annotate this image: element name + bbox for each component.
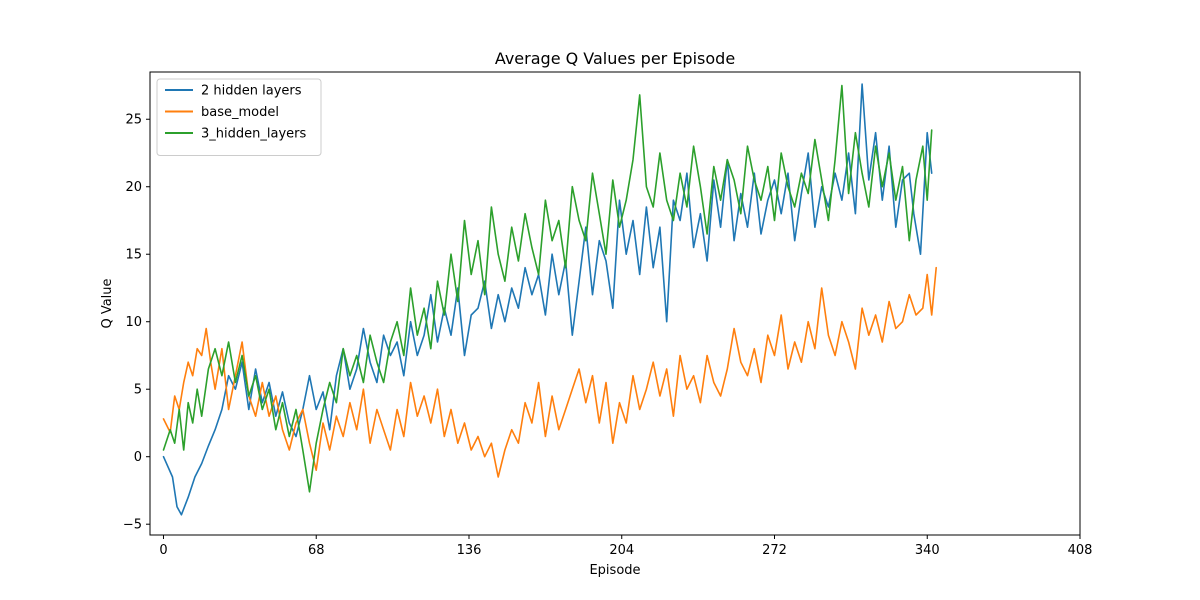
x-axis: 0 68 136 204 272 340 408 [159, 535, 1092, 558]
chart-title: Average Q Values per Episode [495, 49, 735, 68]
x-tick-label: 408 [1068, 543, 1093, 558]
legend-label: 2 hidden layers [201, 84, 302, 99]
series-layer [162, 83, 938, 516]
y-tick-label: 5 [134, 383, 142, 398]
x-tick-label: 136 [457, 543, 482, 558]
plot-frame [149, 71, 1081, 536]
y-tick-label: 15 [125, 248, 142, 263]
legend-label: 3_hidden_layers [201, 127, 306, 142]
x-axis-label: Episode [589, 563, 640, 578]
x-tick-label: 0 [159, 543, 167, 558]
legend-box [156, 78, 322, 156]
y-tick-label: 0 [134, 450, 142, 465]
y-tick-label: −5 [123, 518, 142, 533]
legend: 2 hidden layers base_model 3_hidden_layers [156, 78, 322, 156]
x-tick-label: 272 [762, 543, 787, 558]
x-tick-label: 68 [308, 543, 325, 558]
legend-label: base_model [201, 105, 279, 120]
y-tick-label: 25 [125, 113, 142, 128]
y-axis-label: Q Value [100, 278, 115, 328]
series-line-2 [162, 266, 938, 478]
series-line-3 [162, 84, 933, 493]
x-tick-label: 340 [915, 543, 940, 558]
series-line-1 [162, 83, 933, 516]
y-tick-label: 20 [125, 180, 142, 195]
x-tick-label: 204 [609, 543, 634, 558]
y-tick-label: 10 [125, 315, 142, 330]
y-axis: −5 0 5 10 15 20 25 [123, 113, 150, 533]
